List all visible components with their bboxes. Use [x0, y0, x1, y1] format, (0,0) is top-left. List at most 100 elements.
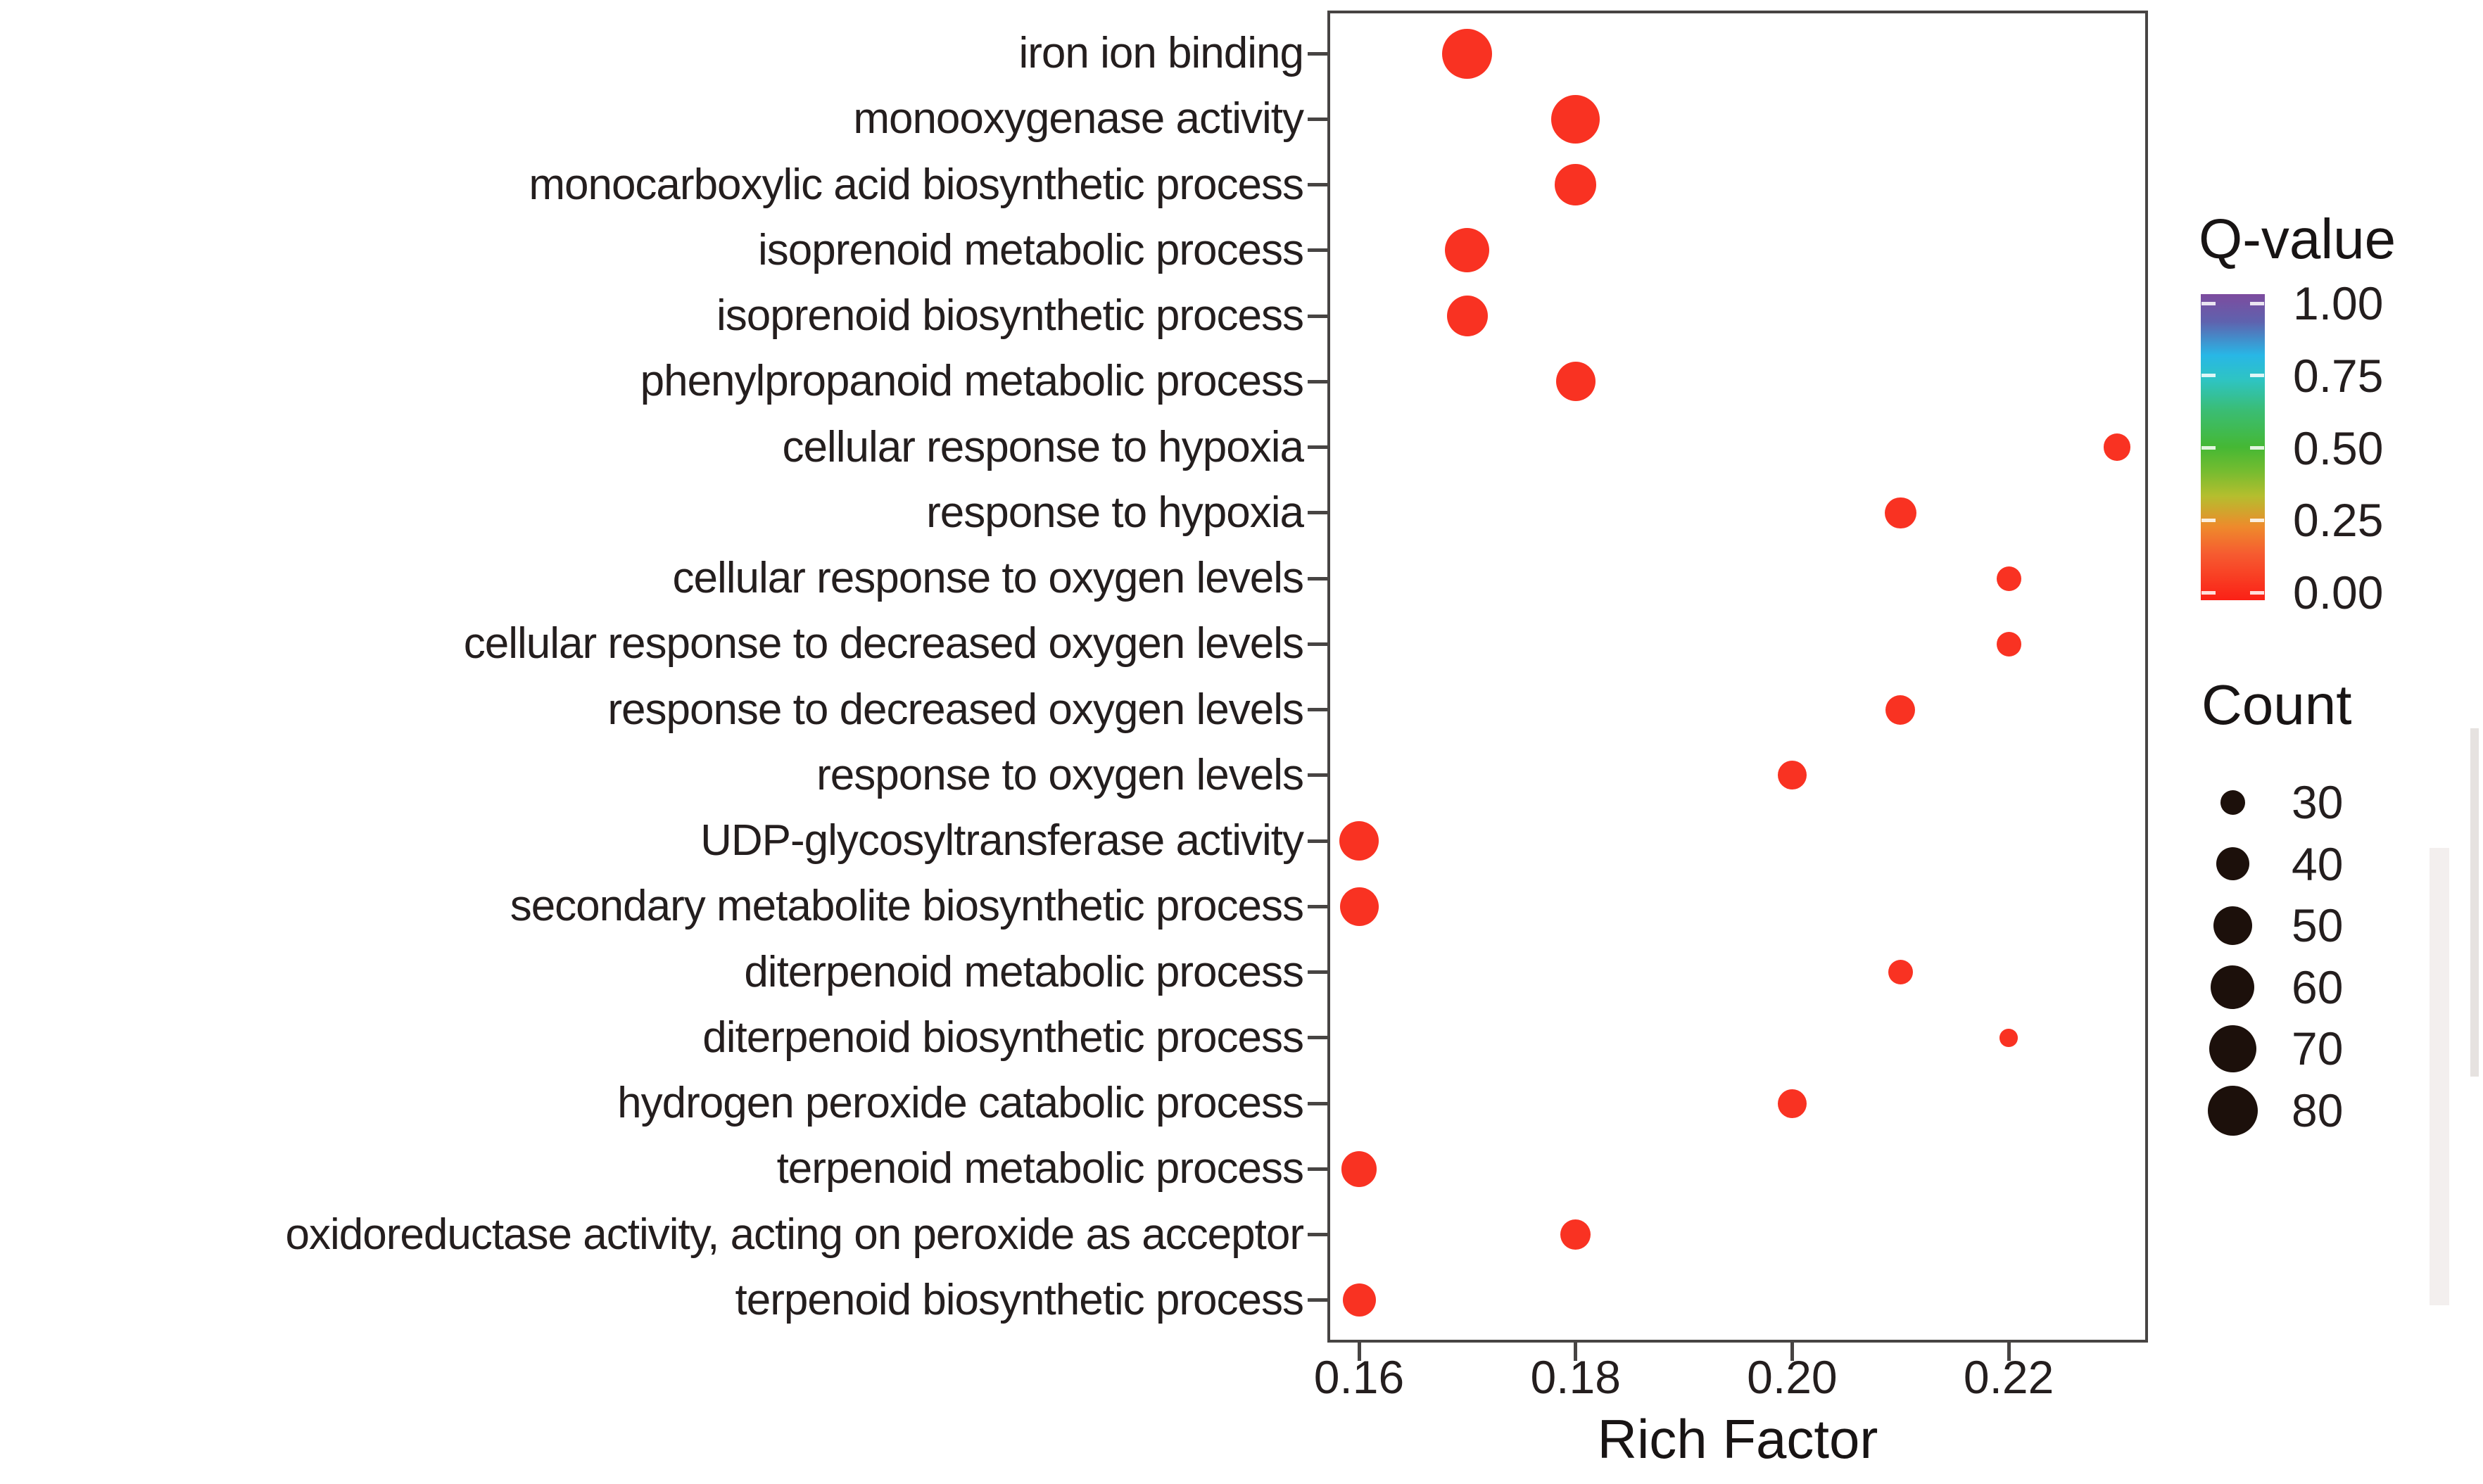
data-point	[1339, 887, 1379, 926]
y-axis-label: cellular response to hypoxia	[782, 422, 1304, 471]
count-legend-dot	[2213, 906, 2252, 945]
y-axis-label: oxidoreductase activity, acting on perox…	[285, 1210, 1304, 1259]
y-axis-tick	[1308, 183, 1327, 187]
colorbar-tick	[2250, 590, 2264, 595]
count-legend-label: 40	[2292, 837, 2344, 890]
colorbar-tick-label: 0.25	[2293, 494, 2384, 547]
y-axis-label: isoprenoid metabolic process	[758, 225, 1304, 274]
colorbar-tick	[2201, 374, 2216, 378]
data-point	[1555, 164, 1596, 205]
y-axis-label: terpenoid metabolic process	[776, 1144, 1304, 1193]
y-axis-tick	[1308, 708, 1327, 712]
y-axis-label: monocarboxylic acid biosynthetic process	[529, 160, 1304, 209]
y-axis-tick	[1308, 51, 1327, 56]
qvalue-legend-title: Q-value	[2199, 208, 2396, 270]
colorbar-tick	[2201, 446, 2216, 450]
data-point	[1339, 820, 1379, 861]
data-point	[1551, 94, 1600, 144]
colorbar-tick-label: 0.00	[2293, 566, 2384, 619]
x-axis-title: Rich Factor	[1597, 1408, 1878, 1470]
y-axis-label: response to decreased oxygen levels	[607, 685, 1304, 734]
count-legend-label: 30	[2292, 776, 2344, 828]
right-edge-scroll-artifact	[2470, 728, 2479, 1077]
data-point	[2103, 433, 2131, 461]
y-axis-tick	[1308, 1036, 1327, 1040]
y-axis-tick	[1308, 248, 1327, 253]
x-axis-tick-label: 0.16	[1313, 1351, 1405, 1403]
data-point	[1996, 631, 2021, 657]
data-point	[1342, 1283, 1376, 1317]
colorbar-tick	[2201, 301, 2216, 305]
y-axis-label: phenylpropanoid metabolic process	[640, 357, 1304, 406]
data-point	[1442, 28, 1493, 79]
data-point	[1999, 1029, 2018, 1047]
right-edge-artifact	[2430, 848, 2449, 1305]
colorbar-tick	[2250, 518, 2264, 522]
data-point	[1777, 761, 1807, 790]
y-axis-label: diterpenoid metabolic process	[744, 947, 1304, 996]
x-axis-tick	[1790, 1343, 1794, 1361]
y-axis-label: hydrogen peroxide catabolic process	[617, 1079, 1304, 1128]
y-axis-label: isoprenoid biosynthetic process	[716, 291, 1304, 341]
y-axis-label: cellular response to oxygen levels	[672, 554, 1304, 603]
y-axis-label: iron ion binding	[1018, 29, 1304, 77]
y-axis-label: UDP-glycosyltransferase activity	[700, 816, 1304, 865]
count-legend-dot	[2209, 1025, 2256, 1072]
data-point	[1884, 497, 1916, 529]
y-axis-label: secondary metabolite biosynthetic proces…	[510, 882, 1304, 931]
data-point	[1777, 1089, 1807, 1118]
count-legend-label: 70	[2292, 1022, 2344, 1075]
y-axis-label: cellular response to decreased oxygen le…	[463, 619, 1304, 668]
colorbar-tick-label: 0.50	[2293, 421, 2384, 474]
count-legend-title: Count	[2201, 673, 2352, 736]
y-axis-tick	[1308, 445, 1327, 450]
x-axis-tick-label: 0.20	[1747, 1351, 1838, 1403]
colorbar-tick-label: 0.75	[2293, 349, 2384, 402]
y-axis-tick	[1308, 970, 1327, 975]
y-axis-label: response to hypoxia	[926, 488, 1304, 537]
y-axis-label: response to oxygen levels	[816, 750, 1304, 799]
y-axis-label: monooxygenase activity	[853, 94, 1304, 144]
count-legend-dot	[2207, 1085, 2258, 1136]
y-axis-tick	[1308, 576, 1327, 581]
data-point	[1555, 362, 1596, 402]
count-legend-label: 60	[2292, 960, 2344, 1013]
y-axis-tick	[1308, 314, 1327, 318]
y-axis-tick	[1308, 511, 1327, 515]
data-point	[1560, 1219, 1591, 1250]
data-point	[1885, 695, 1916, 725]
y-axis-tick	[1308, 1167, 1327, 1171]
colorbar-tick	[2250, 374, 2264, 378]
y-axis-tick	[1308, 117, 1327, 121]
y-axis-label: diterpenoid biosynthetic process	[702, 1013, 1304, 1062]
colorbar-tick	[2250, 301, 2264, 305]
data-point	[1446, 295, 1489, 337]
y-axis-tick	[1308, 1298, 1327, 1302]
data-point	[1996, 566, 2021, 591]
y-axis-tick	[1308, 1101, 1327, 1105]
x-axis-tick	[1357, 1343, 1361, 1361]
colorbar-tick-label: 1.00	[2293, 277, 2384, 329]
x-axis-tick-label: 0.22	[1963, 1351, 2054, 1403]
y-axis-label: terpenoid biosynthetic process	[735, 1275, 1304, 1324]
count-legend-dot	[2220, 789, 2245, 815]
colorbar-tick	[2201, 518, 2216, 522]
data-point	[1445, 228, 1490, 273]
y-axis-tick	[1308, 642, 1327, 646]
x-axis-tick	[2007, 1343, 2011, 1361]
y-axis-tick	[1308, 839, 1327, 843]
y-axis-tick	[1308, 773, 1327, 778]
count-legend-label: 80	[2292, 1084, 2344, 1136]
colorbar-tick	[2250, 446, 2264, 450]
colorbar-tick	[2201, 590, 2216, 595]
count-legend-label: 50	[2292, 899, 2344, 952]
y-axis-tick	[1308, 1233, 1327, 1237]
y-axis-tick	[1308, 379, 1327, 383]
plot-area	[1327, 11, 2148, 1343]
count-legend-dot	[2216, 847, 2249, 881]
y-axis-tick	[1308, 904, 1327, 908]
count-legend-dot	[2211, 965, 2254, 1009]
qvalue-colorbar	[2201, 294, 2265, 600]
x-axis-tick-label: 0.18	[1530, 1351, 1621, 1403]
